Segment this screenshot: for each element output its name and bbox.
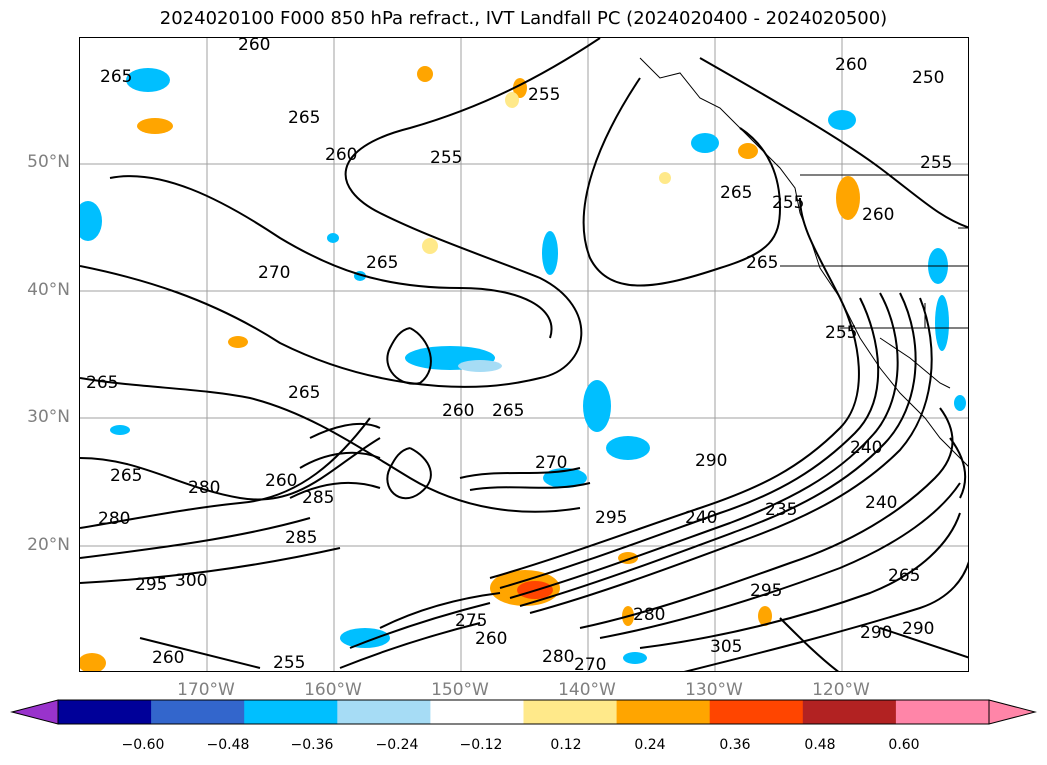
contour-label: 275: [455, 611, 487, 631]
contour-label: 285: [302, 488, 334, 508]
contour-label: 280: [188, 478, 220, 498]
colorbar-segment: [337, 700, 431, 724]
lon-label-150w: 150°W: [431, 680, 489, 700]
contour-label: 260: [238, 38, 270, 55]
lat-label-50n: 50°N: [27, 152, 70, 172]
colorbar-segment: [895, 700, 990, 724]
colorbar-segment: [802, 700, 897, 724]
contour-label: 300: [175, 571, 207, 591]
contour-label: 270: [574, 655, 606, 672]
colorbar-extend-low: [10, 699, 59, 725]
contour-label: 255: [528, 85, 560, 105]
contour-label: 295: [750, 581, 782, 601]
colorbar-tick: 0.48: [804, 737, 836, 753]
plot-title: 2024020100 F000 850 hPa refract., IVT La…: [159, 8, 888, 29]
contour-label: 260: [475, 629, 507, 649]
contour-label: 265: [100, 67, 132, 87]
lon-label-160w: 160°W: [304, 680, 362, 700]
contour-label: 295: [595, 508, 627, 528]
contour-label: 260: [325, 145, 357, 165]
contour-labels: 260 265 265 260 255 255 260 250 255 265 …: [86, 38, 952, 672]
contour-label: 290: [695, 451, 727, 471]
map-canvas: 260 265 265 260 255 255 260 250 255 265 …: [80, 38, 968, 672]
contour-label: 260: [862, 205, 894, 225]
contour-label: 265: [746, 253, 778, 273]
lon-label-170w: 170°W: [177, 680, 235, 700]
colorbar-tick: 0.24: [634, 737, 666, 753]
contour-label: 250: [912, 68, 944, 88]
contour-label: 260: [265, 471, 297, 491]
colorbar-segments: [58, 700, 990, 724]
contour-label: 265: [288, 383, 320, 403]
colorbar-segment: [151, 700, 245, 724]
contour-label: 240: [865, 493, 897, 513]
contour-label: 255: [430, 148, 462, 168]
contour-label: 260: [152, 648, 184, 668]
colorbar-extend-high: [988, 699, 1037, 725]
contour-label: 280: [633, 605, 665, 625]
contour-label: 290: [860, 623, 892, 643]
negative-shading: [80, 68, 966, 664]
contour-label: 270: [258, 263, 290, 283]
contour-label: 265: [366, 253, 398, 273]
contour-label: 255: [772, 193, 804, 213]
refractivity-contours: [80, 38, 968, 671]
colorbar-tick: −0.60: [121, 737, 165, 753]
contour-label: 265: [888, 566, 920, 586]
lat-label-40n: 40°N: [27, 280, 70, 300]
contour-label: 270: [535, 453, 567, 473]
contour-label: 280: [98, 509, 130, 529]
contour-label: 240: [850, 438, 882, 458]
contour-label: 305: [710, 637, 742, 657]
contour-label: 285: [285, 528, 317, 548]
contour-label: 255: [273, 653, 305, 672]
contour-label: 295: [135, 575, 167, 595]
coastlines: [639, 57, 968, 467]
colorbar-segment: [616, 700, 711, 724]
lon-label-140w: 140°W: [558, 680, 616, 700]
colorbar-tick: −0.48: [206, 737, 250, 753]
contour-label: 290: [902, 619, 934, 639]
contour-label: 265: [720, 183, 752, 203]
colorbar-tick: 0.36: [719, 737, 751, 753]
colorbar: [10, 699, 1037, 725]
colorbar-tick: −0.24: [375, 737, 419, 753]
lat-label-30n: 30°N: [27, 407, 70, 427]
colorbar-segment: [58, 700, 152, 724]
contour-label: 255: [920, 153, 952, 173]
contour-label: 260: [442, 401, 474, 421]
colorbar-tick: 0.60: [888, 737, 920, 753]
contour-label: 255: [825, 323, 857, 343]
colorbar-tick: −0.36: [290, 737, 334, 753]
contour-label: 265: [492, 401, 524, 421]
lon-label-130w: 130°W: [685, 680, 743, 700]
lon-label-120w: 120°W: [812, 680, 870, 700]
lat-label-20n: 20°N: [27, 535, 70, 555]
contour-label: 260: [835, 55, 867, 75]
colorbar-tick: −0.12: [459, 737, 503, 753]
contour-label: 265: [86, 373, 118, 393]
colorbar-tick: 0.12: [550, 737, 582, 753]
contour-label: 235: [765, 500, 797, 520]
map-panel: 260 265 265 260 255 255 260 250 255 265 …: [79, 37, 969, 672]
contour-label: 280: [542, 647, 574, 667]
contour-label: 265: [288, 108, 320, 128]
colorbar-segment: [430, 700, 524, 724]
colorbar-segment: [244, 700, 338, 724]
colorbar-segment: [523, 700, 618, 724]
colorbar-segment: [709, 700, 804, 724]
contour-label: 265: [110, 466, 142, 486]
gridlines: [80, 38, 968, 671]
contour-label: 240: [685, 508, 717, 528]
